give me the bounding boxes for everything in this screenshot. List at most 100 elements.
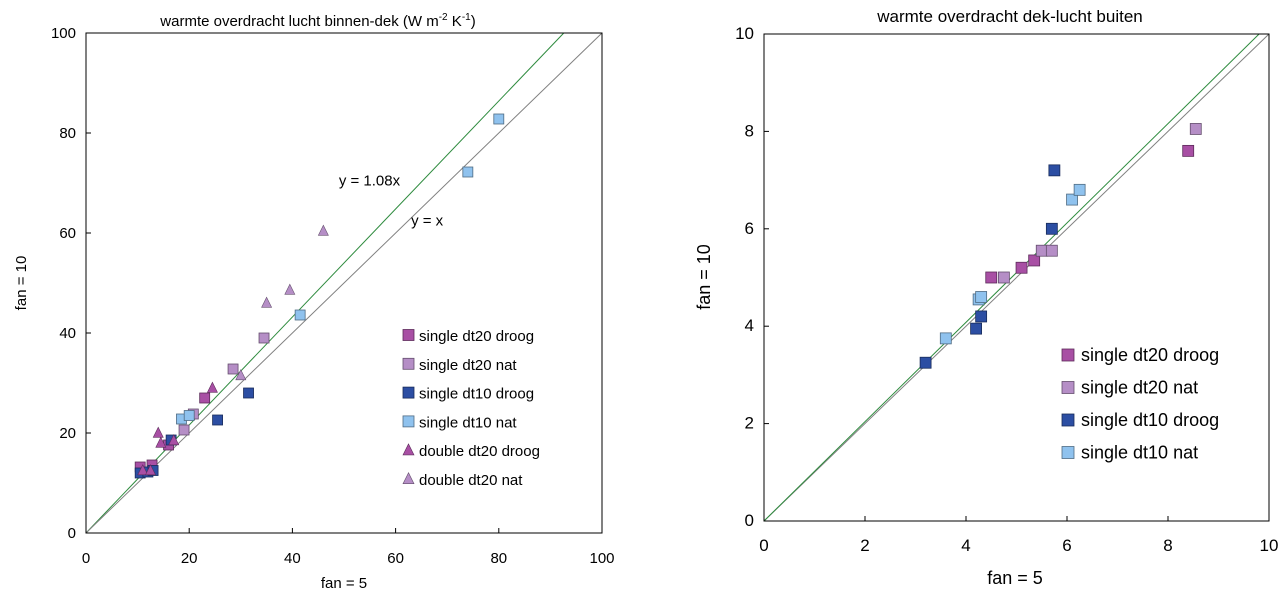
point-double-dt20-nat: [284, 283, 296, 295]
chart-title: warmte overdracht lucht binnen-dek (W m-…: [159, 12, 475, 30]
y-tick-label: 0: [68, 525, 76, 542]
point-single-dt10-nat: [183, 410, 195, 421]
point-single-dt20-nat: [178, 424, 190, 436]
point-single-dt10-droog: [212, 414, 223, 426]
point-single-dt10-droog: [975, 310, 988, 323]
point-double-dt20-droog: [155, 436, 167, 448]
point-single-dt20-nat: [1035, 244, 1048, 257]
point-single-dt20-droog: [985, 271, 998, 284]
legend-marker-single-dt10-nat: [402, 415, 415, 428]
y-tick-label: 8: [745, 121, 754, 140]
plot-frame: [763, 33, 1270, 522]
legend-label-double-dt20-nat: double dt20 nat: [419, 472, 523, 489]
plot-frame: [85, 32, 603, 534]
point-single-dt10-nat: [493, 113, 505, 125]
point-single-dt10-droog: [1045, 222, 1058, 235]
y-axis-label: fan = 10: [13, 256, 30, 311]
point-single-dt10-droog: [919, 356, 932, 369]
point-single-dt10-nat: [294, 309, 306, 321]
legend-marker-double-dt20-droog: [402, 443, 415, 456]
legend-label-single-dt10-nat: single dt10 nat: [1081, 443, 1198, 463]
point-double-dt20-droog: [145, 464, 156, 476]
point-double-dt20-droog: [168, 434, 180, 446]
reference-line-2: [763, 33, 1260, 522]
x-tick-label: 4: [961, 536, 970, 555]
legend: single dt20 droog single dt20 nat single d…: [402, 328, 540, 489]
x-tick-label: 80: [490, 550, 507, 567]
annotation-y-1-08x: y = 1.08x: [339, 173, 401, 190]
legend-label-single-dt20-nat: single dt20 nat: [1081, 378, 1198, 398]
y-tick-label: 4: [745, 316, 754, 335]
line-annotations: y = 1.08x y = x: [339, 173, 444, 230]
point-single-dt20-droog: [199, 392, 211, 404]
legend-label-single-dt10-droog: single dt10 droog: [1081, 410, 1219, 430]
point-single-dt10-nat: [462, 166, 474, 178]
x-tick-label: 10: [1260, 536, 1279, 555]
legend-marker-single-dt20-nat: [1061, 381, 1075, 394]
x-axis-ticks: 0 2 4 6 8 10: [759, 516, 1278, 555]
y-tick-label: 0: [745, 511, 754, 530]
point-single-dt20-droog: [1028, 254, 1041, 267]
chart-binnen-dek: warmte overdracht lucht binnen-dek (W m-…: [13, 12, 615, 591]
legend-marker-double-dt20-nat: [402, 472, 415, 485]
point-double-dt20-nat: [261, 296, 273, 308]
x-tick-label: 100: [589, 550, 614, 567]
legend-label-single-dt10-droog: single dt10 droog: [419, 386, 534, 403]
legend-label-single-dt20-droog: single dt20 droog: [1081, 345, 1219, 365]
legend: single dt20 droog single dt20 nat single d…: [1061, 345, 1219, 463]
point-single-dt20-nat: [1045, 244, 1058, 257]
point-single-dt10-nat: [975, 291, 988, 303]
point-single-dt20-nat: [227, 363, 239, 375]
x-axis-label: fan = 5: [987, 568, 1043, 588]
point-single-dt10-nat: [1073, 183, 1086, 196]
point-single-dt10-droog: [970, 322, 982, 335]
x-axis-label: fan = 5: [321, 575, 367, 591]
data-points: [134, 113, 505, 479]
x-tick-label: 0: [759, 536, 768, 555]
point-single-dt20-nat: [1189, 123, 1202, 135]
legend-marker-single-dt10-droog: [402, 386, 415, 399]
point-double-dt20-nat: [317, 224, 329, 236]
y-axis-ticks: 0 2 4 6 8 10: [735, 24, 769, 530]
point-double-dt20-droog: [152, 426, 164, 438]
annotation-y-x: y = x: [411, 213, 444, 230]
y-axis-ticks: 0 20 40 60 80 100: [51, 25, 91, 542]
point-single-dt10-droog: [1048, 164, 1061, 177]
x-tick-label: 2: [860, 536, 869, 555]
reference-lines: [763, 33, 1270, 522]
point-single-dt20-nat: [258, 332, 270, 344]
y-tick-label: 100: [51, 25, 76, 42]
y-tick-label: 20: [59, 425, 76, 442]
y-axis-label: fan = 10: [694, 244, 714, 310]
legend-marker-single-dt10-nat: [1061, 446, 1075, 459]
y-tick-label: 2: [745, 414, 754, 433]
y-tick-label: 80: [59, 125, 76, 142]
legend-marker-single-dt20-droog: [402, 329, 415, 341]
legend-label-single-dt20-droog: single dt20 droog: [419, 328, 534, 345]
x-tick-label: 8: [1163, 536, 1172, 555]
y-tick-label: 6: [745, 219, 754, 238]
legend-label-double-dt20-droog: double dt20 droog: [419, 443, 540, 460]
point-single-dt20-droog: [1015, 261, 1028, 274]
point-single-dt20-droog: [1182, 144, 1195, 157]
y-tick-label: 60: [59, 225, 76, 242]
legend-label-single-dt10-nat: single dt10 nat: [419, 414, 517, 431]
point-single-dt20-nat: [997, 271, 1010, 284]
y-tick-label: 10: [735, 24, 754, 43]
point-single-dt10-nat: [939, 332, 952, 345]
x-tick-label: 60: [387, 550, 404, 567]
point-single-dt10-nat: [1066, 193, 1078, 206]
legend-marker-single-dt10-droog: [1061, 413, 1075, 427]
point-single-dt10-droog: [243, 387, 254, 399]
data-points: [919, 123, 1202, 369]
x-tick-label: 20: [181, 550, 198, 567]
legend-marker-single-dt20-droog: [1061, 348, 1075, 362]
legend-marker-single-dt20-nat: [402, 357, 415, 370]
x-tick-label: 40: [284, 550, 301, 567]
x-tick-label: 6: [1062, 536, 1071, 555]
legend-label-single-dt20-nat: single dt20 nat: [419, 357, 517, 374]
x-axis-ticks: 0 20 40 60 80 100: [82, 528, 615, 567]
point-double-dt20-droog: [206, 381, 218, 393]
x-tick-label: 0: [82, 550, 90, 567]
